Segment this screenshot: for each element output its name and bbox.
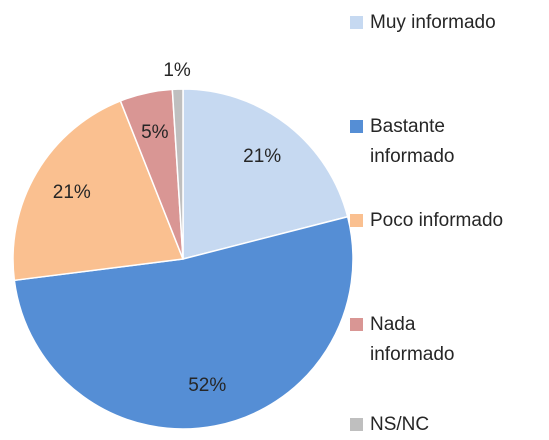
legend-swatch [350, 16, 363, 29]
data-label: 5% [141, 122, 169, 143]
data-label: 21% [243, 146, 281, 167]
legend-item: Nada informado [350, 310, 480, 370]
legend-item: Poco informado [350, 206, 545, 236]
legend-swatch [350, 214, 363, 227]
legend-swatch [350, 418, 363, 431]
legend-item: Muy informado [350, 8, 545, 38]
legend-label: Bastante informado [370, 116, 455, 167]
legend-label: Poco informado [370, 210, 504, 231]
pie-slice [182, 88, 349, 260]
data-label: 21% [53, 182, 91, 203]
data-label: 52% [188, 375, 226, 396]
pie-slice [171, 88, 184, 260]
legend-item: Bastante informado [350, 112, 480, 172]
legend-swatch [350, 120, 363, 133]
pie-slice [12, 99, 185, 282]
legend-label: Nada informado [370, 314, 455, 365]
legend-swatch [350, 318, 363, 331]
legend-label: NS/NC [370, 414, 430, 435]
data-label: 1% [163, 60, 191, 81]
legend-label: Muy informado [370, 12, 496, 33]
legend-item: NS/NC [350, 410, 545, 440]
